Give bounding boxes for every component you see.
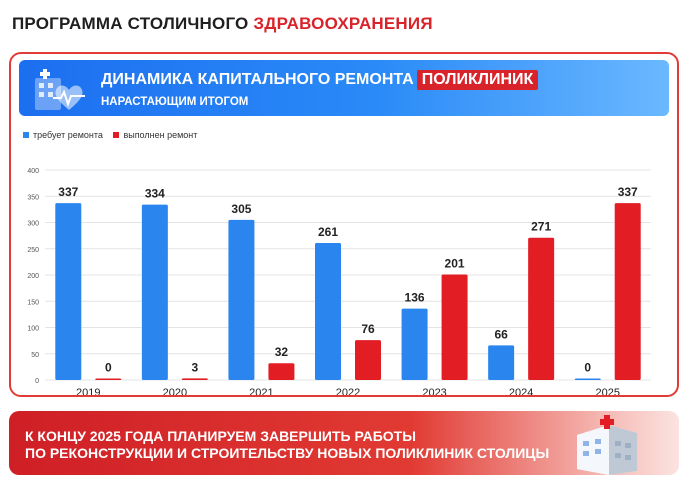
chart-title: ДИНАМИКА КАПИТАЛЬНОГО РЕМОНТА ПОЛИКЛИНИК bbox=[101, 70, 539, 90]
chart-legend: требует ремонта выполнен ремонт bbox=[23, 130, 205, 140]
legend-swatch-blue bbox=[23, 132, 29, 138]
data-label: 201 bbox=[445, 256, 465, 270]
y-tick-label: 300 bbox=[27, 221, 39, 228]
chart-title-main: ДИНАМИКА КАПИТАЛЬНОГО РЕМОНТА bbox=[101, 71, 414, 88]
data-label: 32 bbox=[275, 345, 289, 359]
y-tick-label: 100 bbox=[27, 326, 39, 333]
bar-needs-repair bbox=[315, 242, 341, 380]
bar-needs-repair bbox=[55, 203, 82, 380]
bar-needs-repair bbox=[228, 219, 255, 380]
chart-subtitle: НАРАСТАЮЩИМ ИТОГОМ bbox=[101, 96, 249, 108]
hospital-building-icon bbox=[577, 415, 637, 475]
x-tick-label: 2022 bbox=[336, 387, 360, 395]
y-tick-label: 0 bbox=[35, 378, 39, 385]
legend-label-repaired: выполнен ремонт bbox=[123, 130, 198, 140]
data-label: 76 bbox=[361, 322, 375, 336]
bar-needs-repair bbox=[574, 378, 601, 380]
data-label: 261 bbox=[318, 225, 338, 239]
data-label: 0 bbox=[105, 361, 112, 375]
legend-item-needs-repair: требует ремонта bbox=[23, 130, 103, 140]
chart-title-highlight: ПОЛИКЛИНИК bbox=[416, 70, 539, 90]
data-label: 305 bbox=[231, 202, 251, 216]
bottom-banner: К КОНЦУ 2025 ГОДА ПЛАНИРУЕМ ЗАВЕРШИТЬ РА… bbox=[9, 411, 679, 475]
y-tick-label: 400 bbox=[27, 168, 39, 175]
x-tick-label: 2024 bbox=[509, 387, 533, 395]
bar-repaired bbox=[614, 203, 641, 380]
y-tick-label: 350 bbox=[27, 194, 39, 201]
bottom-message-line1: К КОНЦУ 2025 ГОДА ПЛАНИРУЕМ ЗАВЕРШИТЬ РА… bbox=[25, 428, 416, 444]
legend-label-needs-repair: требует ремонта bbox=[33, 130, 103, 140]
bottom-message-line2: ПО РЕКОНСТРУКЦИИ И СТРОИТЕЛЬСТВУ НОВЫХ П… bbox=[25, 445, 550, 461]
page-title-part2: ЗДРАВООХРАНЕНИЯ bbox=[253, 14, 433, 33]
data-label: 334 bbox=[145, 187, 165, 201]
data-label: 271 bbox=[531, 220, 551, 234]
bar-repaired bbox=[181, 378, 208, 380]
x-tick-label: 2025 bbox=[595, 387, 619, 395]
y-tick-label: 200 bbox=[27, 273, 39, 280]
x-tick-label: 2020 bbox=[163, 387, 187, 395]
data-label: 337 bbox=[58, 185, 78, 199]
bar-repaired bbox=[95, 378, 122, 380]
x-tick-label: 2021 bbox=[249, 387, 273, 395]
chart-banner: ДИНАМИКА КАПИТАЛЬНОГО РЕМОНТА ПОЛИКЛИНИК … bbox=[19, 60, 669, 116]
bar-repaired bbox=[355, 340, 381, 380]
x-tick-label: 2019 bbox=[76, 387, 100, 395]
chart-card: ДИНАМИКА КАПИТАЛЬНОГО РЕМОНТА ПОЛИКЛИНИК … bbox=[9, 52, 679, 397]
bar-repaired bbox=[441, 274, 468, 380]
x-tick-label: 2023 bbox=[422, 387, 446, 395]
bar-needs-repair bbox=[141, 204, 168, 380]
bar-chart: 0501001502002503003504003370201933432020… bbox=[27, 168, 651, 395]
y-tick-label: 250 bbox=[27, 247, 39, 254]
bar-needs-repair bbox=[401, 308, 428, 380]
legend-swatch-red bbox=[113, 132, 120, 138]
y-tick-label: 150 bbox=[27, 299, 39, 306]
bar-needs-repair bbox=[488, 345, 515, 380]
data-label: 0 bbox=[584, 361, 591, 375]
data-label: 66 bbox=[494, 327, 508, 341]
medical-building-heart-icon bbox=[35, 69, 85, 110]
y-tick-label: 50 bbox=[31, 352, 39, 359]
bottom-message: К КОНЦУ 2025 ГОДА ПЛАНИРУЕМ ЗАВЕРШИТЬ РА… bbox=[25, 428, 549, 462]
page-title-part1: ПРОГРАММА СТОЛИЧНОГО bbox=[12, 14, 249, 33]
bar-repaired bbox=[268, 363, 295, 380]
legend-item-repaired: выполнен ремонт bbox=[113, 130, 197, 140]
bar-repaired bbox=[528, 237, 555, 380]
data-label: 136 bbox=[405, 291, 425, 305]
data-label: 337 bbox=[618, 185, 638, 199]
page-title: ПРОГРАММА СТОЛИЧНОГО ЗДРАВООХРАНЕНИЯ bbox=[12, 14, 433, 34]
data-label: 3 bbox=[192, 360, 199, 374]
